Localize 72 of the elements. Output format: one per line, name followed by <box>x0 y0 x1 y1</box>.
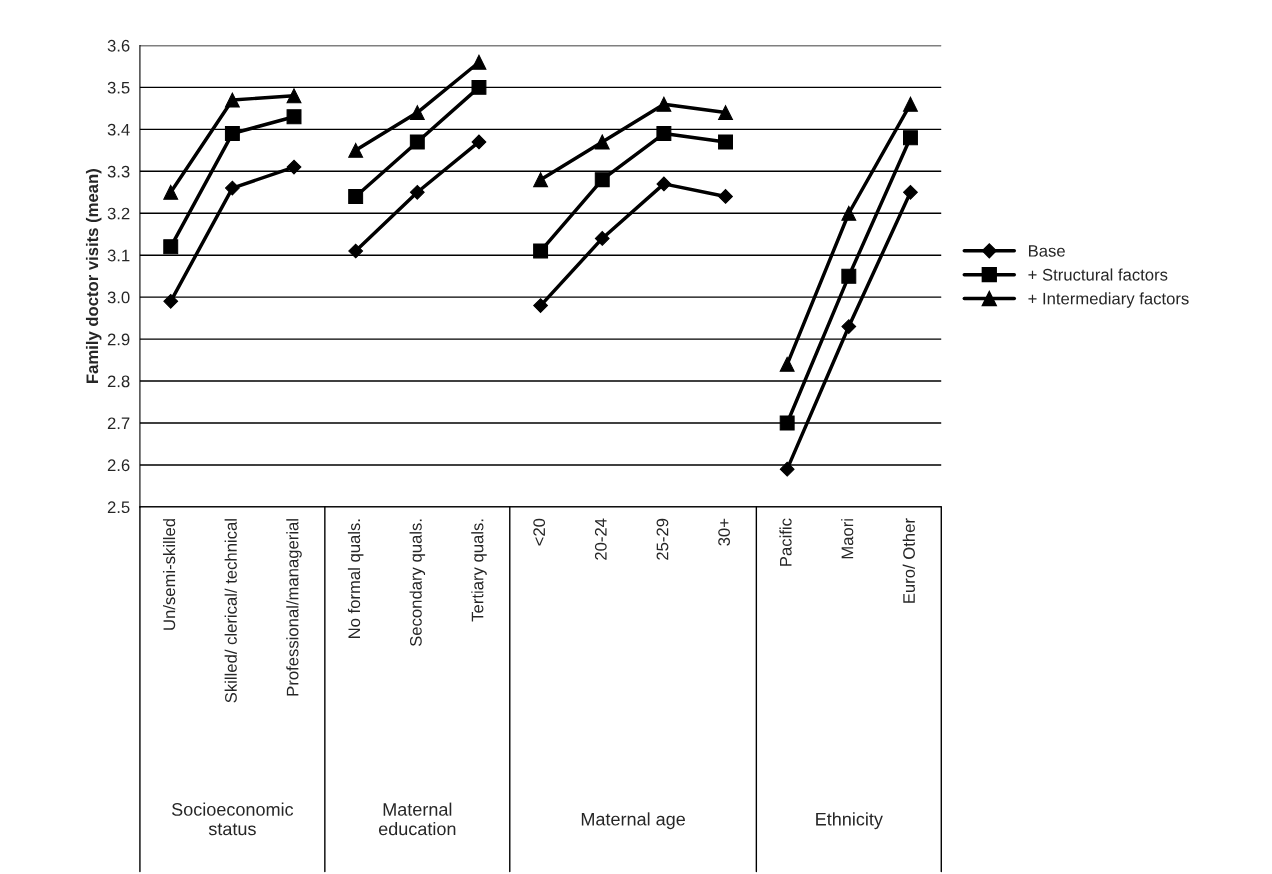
point <box>656 126 672 142</box>
x-tick-label: Skilled/ clerical/ technical <box>224 519 237 703</box>
point <box>163 293 179 309</box>
point <box>903 184 918 200</box>
point <box>471 79 487 95</box>
point <box>779 356 795 372</box>
y-tick-label: 3.1 <box>107 249 130 262</box>
point <box>471 54 487 70</box>
point <box>718 189 733 204</box>
y-tick-label: 3.4 <box>107 123 130 136</box>
point <box>286 88 302 104</box>
point <box>348 189 364 204</box>
y-tick-label: 3.0 <box>107 291 130 304</box>
x-tick-label: Un/semi-skilled <box>162 519 176 630</box>
x-tick-label: Tertiary quals. <box>471 519 487 622</box>
x-tick-label: Professional/managerial <box>286 519 302 696</box>
y-tick-label: 2.7 <box>107 417 130 430</box>
x-tick-label: Maori <box>841 519 854 559</box>
point <box>902 130 918 146</box>
y-tick-label: 2.9 <box>107 333 130 346</box>
text: Socioeconomic status <box>171 802 294 836</box>
point <box>224 126 240 142</box>
x-tick-label: 25-29 <box>656 518 669 560</box>
y-axis-title: Family doctor visits (mean) <box>85 169 102 383</box>
y-tick-label: 2.5 <box>107 501 130 514</box>
point <box>286 109 302 125</box>
point <box>409 105 425 121</box>
x-tick-label: 30+ <box>718 518 730 546</box>
point <box>533 172 549 188</box>
y-tick-label: 2.6 <box>107 459 130 472</box>
point <box>163 239 179 255</box>
legend-label: + Intermediary factors <box>1028 292 1189 308</box>
y-tick-label: 3.2 <box>107 207 130 220</box>
text: Maternal education <box>378 802 456 836</box>
x-tick-label: Secondary quals. <box>409 519 426 647</box>
y-tick-label: 3.6 <box>107 39 130 52</box>
x-tick-label: No formal quals. <box>347 519 364 638</box>
x-tick-label: Euro/ Other <box>902 518 915 603</box>
point <box>841 319 857 334</box>
y-tick-label: 3.3 <box>107 165 130 178</box>
point <box>409 184 425 200</box>
point <box>286 159 302 175</box>
text: Maternal age <box>581 812 685 830</box>
point <box>779 461 795 477</box>
point <box>902 96 918 112</box>
y-tick-label: 3.5 <box>107 81 130 94</box>
point <box>533 243 549 259</box>
point <box>471 134 487 150</box>
point <box>224 180 240 196</box>
point <box>779 415 795 431</box>
point <box>348 142 364 158</box>
legend-label: Base <box>1028 245 1065 257</box>
text: Ethnicity <box>816 812 883 830</box>
point <box>656 176 672 192</box>
point <box>594 134 610 150</box>
point <box>348 243 364 259</box>
point <box>533 298 548 313</box>
point <box>163 184 179 200</box>
legend-label: + Structural factors <box>1028 268 1168 281</box>
point <box>718 105 733 121</box>
x-tick-label: 20-24 <box>594 518 607 560</box>
x-tick-label: Pacific <box>779 518 792 566</box>
point <box>841 268 857 284</box>
x-tick-label: <20 <box>533 518 546 546</box>
point <box>409 134 425 150</box>
point <box>841 205 857 221</box>
y-tick-label: 2.8 <box>107 375 130 388</box>
point <box>656 96 672 112</box>
point <box>224 92 240 108</box>
point <box>594 172 610 188</box>
point <box>594 231 610 246</box>
point <box>718 134 733 150</box>
